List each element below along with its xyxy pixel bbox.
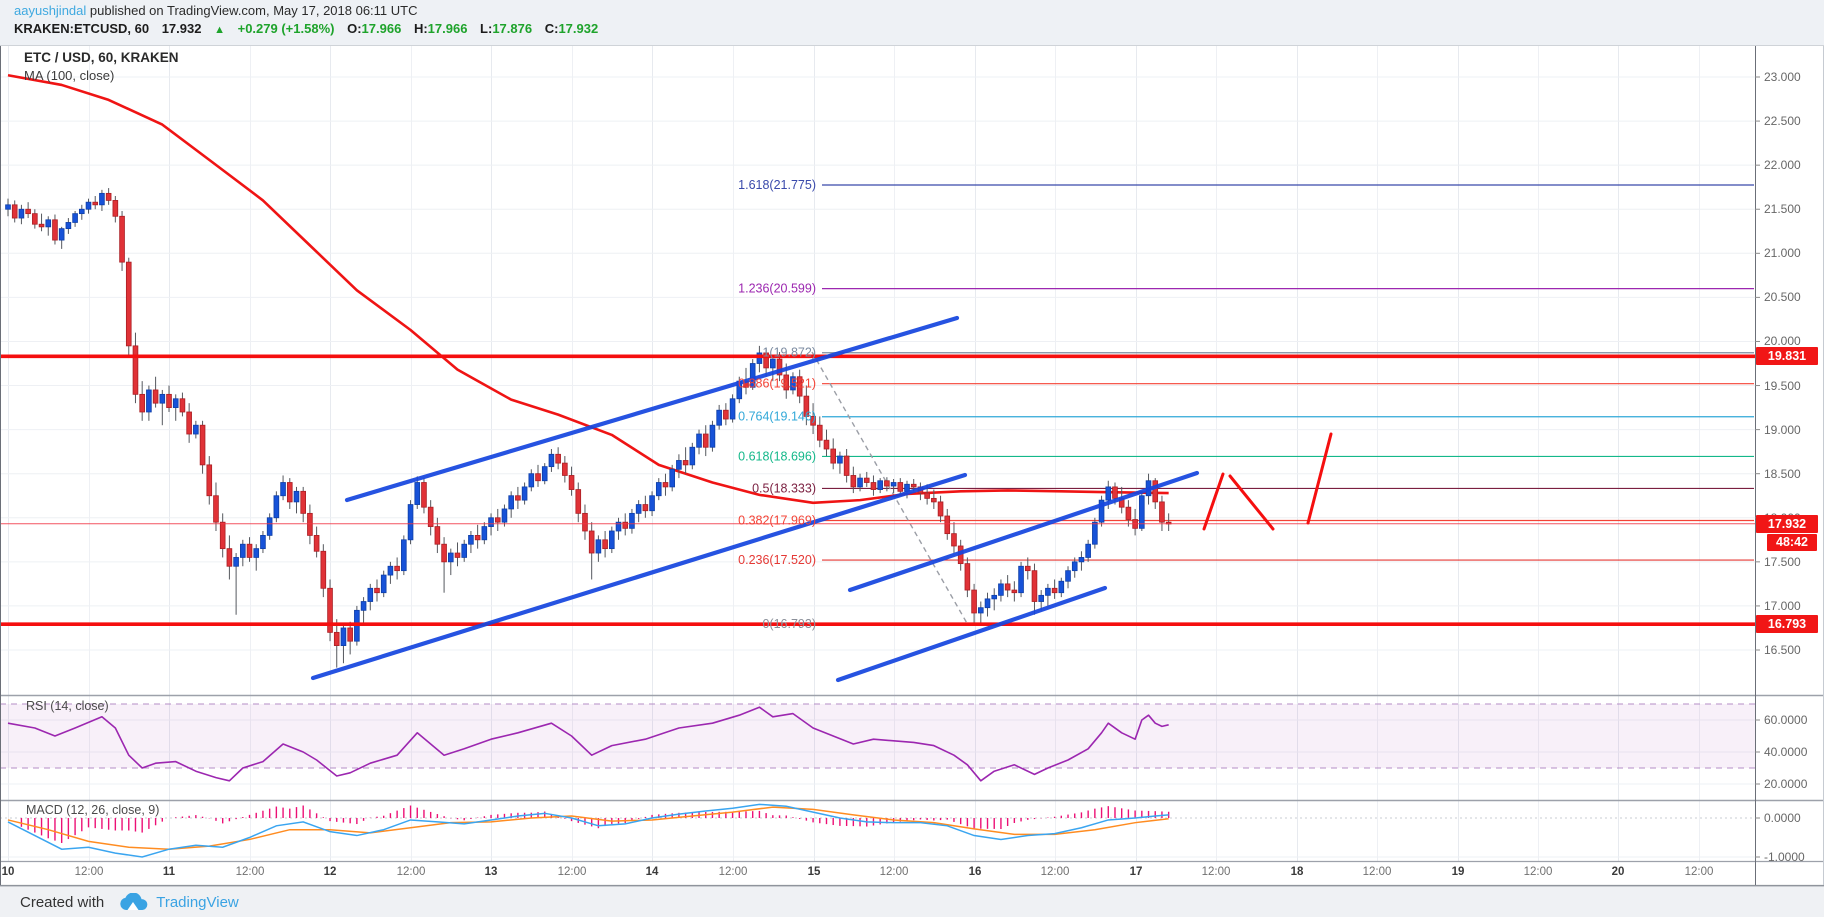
time-axis-label: 14 [645, 866, 659, 878]
time-axis-label: 15 [807, 866, 821, 878]
candles [5, 188, 1172, 668]
time-axis-label: 12:00 [1523, 866, 1553, 878]
time-axis-label: 12:00 [235, 866, 265, 878]
rsi-pane-label[interactable]: RSI (14, close) [26, 699, 109, 713]
rsi-axis-label: 60.0000 [1764, 713, 1808, 727]
time-axis-label: 16 [968, 866, 982, 878]
fib-label: 0(16.793) [762, 617, 816, 631]
rsi-line [7, 706, 1169, 782]
chart-legend: ETC / USD, 60, KRAKEN MA (100, close) [24, 50, 179, 83]
price-axis-label: 23.000 [1764, 70, 1801, 84]
byline-text: published on TradingView.com, May 17, 20… [86, 3, 418, 18]
time-axis-label: 12:00 [1362, 866, 1392, 878]
fib-label: 0.764(19.146) [738, 410, 816, 424]
time-axis-label: 12:00 [396, 866, 426, 878]
price-tag: 17.932 [1756, 514, 1818, 533]
time-axis-label: 17 [1129, 866, 1143, 878]
close-value: 17.932 [558, 21, 599, 36]
footer-bar: Created with TradingView [0, 886, 1824, 917]
price-axis-label: 19.000 [1764, 422, 1801, 437]
high-label: H: [413, 21, 428, 36]
open-label: O: [347, 21, 362, 36]
fib-label: 1.236(20.599) [738, 282, 816, 296]
time-axis-label: 12:00 [557, 866, 587, 878]
rsi-axis-label: 40.0000 [1764, 745, 1808, 759]
price-axis-label: 18.500 [1764, 466, 1801, 481]
time-axis-label: 12:00 [1201, 866, 1231, 878]
tradingview-brand-link[interactable]: TradingView [156, 894, 239, 911]
bar-countdown-tag: 48:42 [1767, 533, 1817, 551]
fib-label: 1.618(21.775) [738, 178, 816, 192]
time-axis-label: 11 [162, 866, 176, 878]
byline: aayushjindal published on TradingView.co… [14, 3, 418, 18]
fib-label: 0.5(18.333) [752, 481, 816, 495]
fib-label: 1(19.872) [762, 346, 816, 360]
time-axis-label: 12:00 [879, 866, 909, 878]
rsi-pane [0, 703, 1755, 782]
grid [0, 46, 1755, 861]
ma-study-label[interactable]: MA (100, close) [24, 68, 115, 83]
ma100-line [7, 73, 1169, 505]
time-axis-label: 18 [1290, 866, 1304, 878]
high-value: 17.966 [427, 21, 468, 36]
price-axis-label: 19.500 [1764, 378, 1801, 393]
price-axis-label: 17.000 [1764, 598, 1801, 613]
fib-label: 0.382(17.969) [738, 514, 816, 528]
price-change: +0.279 (+1.58%) [237, 21, 335, 36]
macd-pane-label[interactable]: MACD (12, 26, close, 9) [26, 803, 160, 817]
price-axis-label: 16.500 [1764, 643, 1801, 657]
price-axis-label: 20.000 [1764, 334, 1801, 349]
low-label: L: [480, 21, 493, 36]
low-value: 17.876 [492, 21, 533, 36]
time-axis-label: 12 [323, 866, 337, 878]
price-axis-label: 21.500 [1764, 202, 1801, 217]
created-with-text: Created with [20, 894, 105, 911]
close-label: C: [544, 21, 559, 36]
price-axis-label: 17.500 [1764, 554, 1801, 569]
author-link[interactable]: aayushjindal [14, 3, 87, 18]
price-axis-label: 20.500 [1764, 290, 1801, 305]
price-tag: 19.831 [1756, 347, 1818, 366]
symbol-status-row: KRAKEN:ETCUSD, 60 17.932 ▲ +0.279 (+1.58… [14, 21, 598, 36]
price-axis-label: 21.000 [1764, 246, 1801, 261]
price-tag: 16.793 [1756, 615, 1818, 634]
last-price: 17.932 [161, 21, 202, 36]
symbol-name[interactable]: KRAKEN:ETCUSD, 60 [14, 21, 150, 36]
time-axis-label: 20 [1611, 866, 1625, 878]
rsi-axis-label: 20.0000 [1764, 777, 1808, 791]
up-arrow-icon: ▲ [214, 24, 225, 36]
time-axis-label: 19 [1451, 866, 1465, 878]
macd-line [7, 803, 1169, 858]
macd-signal-line [7, 806, 1169, 850]
fib-label: 0.618(18.696) [738, 449, 816, 463]
time-axis-label: 12:00 [1684, 866, 1714, 878]
time-axis-label: 13 [484, 866, 498, 878]
open-value: 17.966 [361, 21, 402, 36]
time-axis-label: 10 [1, 866, 15, 878]
fib-label: 0.236(17.520) [738, 553, 816, 567]
header-bar: aayushjindal published on TradingView.co… [0, 0, 1824, 46]
macd-pane [0, 803, 1755, 858]
fib-label: 0.886(19.521) [738, 377, 816, 391]
chart-title[interactable]: ETC / USD, 60, KRAKEN [24, 50, 179, 65]
price-axis-label: 22.500 [1764, 114, 1801, 129]
time-axis-label: 12:00 [74, 866, 104, 878]
macd-axis-label: 0.0000 [1764, 811, 1801, 825]
time-axis-label: 12:00 [1040, 866, 1070, 878]
time-axis-label: 12:00 [718, 866, 748, 878]
macd-axis-label: -1.0000 [1764, 850, 1805, 864]
tradingview-logo-icon[interactable] [118, 892, 148, 913]
price-axis-label: 22.000 [1764, 158, 1801, 173]
price-pane: 1.618(21.775) 1.236(20.599) 1(19.872) 0.886… [0, 73, 1755, 683]
